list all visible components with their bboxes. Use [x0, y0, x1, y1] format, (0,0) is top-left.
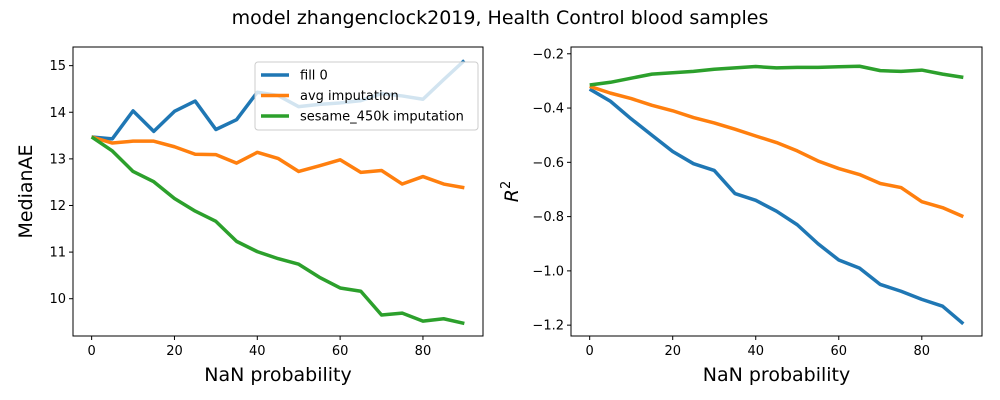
- legend-label-fill-0: fill 0: [300, 69, 328, 84]
- y-tick-label: −0.6: [532, 156, 564, 171]
- x-tick-label: 60: [332, 344, 349, 359]
- y-tick-label: −1.2: [532, 319, 564, 334]
- legend-label-avg-imputation: avg imputation: [300, 89, 399, 104]
- median-ae-chart: 0 20 40 60 80 10 11 12 13 14 15 NaN probability Medi…: [15, 46, 484, 386]
- series-line-avg-imputation: [91, 135, 465, 190]
- axes-frame: [570, 46, 983, 337]
- y-tick-label: 13: [49, 152, 66, 167]
- x-tick-label: 20: [664, 344, 681, 359]
- y-tick-label: −0.8: [532, 210, 564, 225]
- y-tick-label: 11: [49, 246, 66, 261]
- series-line-sesame-imputation: [90, 135, 465, 326]
- y-axis-label: MedianAE: [15, 144, 37, 238]
- x-tick-label: 40: [249, 344, 266, 359]
- y-tick-label: 12: [49, 199, 66, 214]
- y-tick-label: 15: [49, 59, 66, 74]
- series-line-avg-imputation: [589, 84, 965, 219]
- r2-chart: 0 20 40 60 80 −1.2 −1.0 −0.8 −0.6 −0.4 −0.2 NaN pro…: [499, 46, 983, 386]
- x-tick-label: 80: [415, 344, 432, 359]
- x-tick-label: 40: [747, 344, 764, 359]
- x-axis-label: NaN probability: [703, 364, 850, 386]
- y-axis-label: R2: [499, 181, 523, 202]
- y-tick-label: −0.4: [532, 102, 564, 117]
- axes-frame: [72, 46, 484, 337]
- y-axis-label-superscript: 2: [499, 181, 514, 189]
- y-tick-label: −1.0: [532, 264, 564, 279]
- y-axis-label-base: R: [501, 189, 523, 202]
- x-tick-label: 20: [166, 344, 183, 359]
- series-line-fill-0: [588, 87, 965, 326]
- series-line-sesame-imputation: [589, 64, 964, 87]
- figure-title: model zhangenclock2019, Health Control b…: [232, 7, 769, 29]
- y-tick-label: 14: [49, 106, 66, 121]
- x-tick-label: 0: [586, 344, 594, 359]
- y-tick-label: 10: [49, 292, 66, 307]
- x-axis-label: NaN probability: [204, 364, 351, 386]
- legend-label-sesame-imputation: sesame_450k imputation: [300, 110, 464, 125]
- legend-box: [254, 61, 479, 131]
- legend: fill 0 avg imputation sesame_450k imputati…: [254, 61, 479, 131]
- x-tick-label: 60: [830, 344, 847, 359]
- y-tick-label: −0.2: [532, 47, 564, 62]
- x-tick-label: 80: [914, 344, 931, 359]
- x-tick-label: 0: [87, 344, 95, 359]
